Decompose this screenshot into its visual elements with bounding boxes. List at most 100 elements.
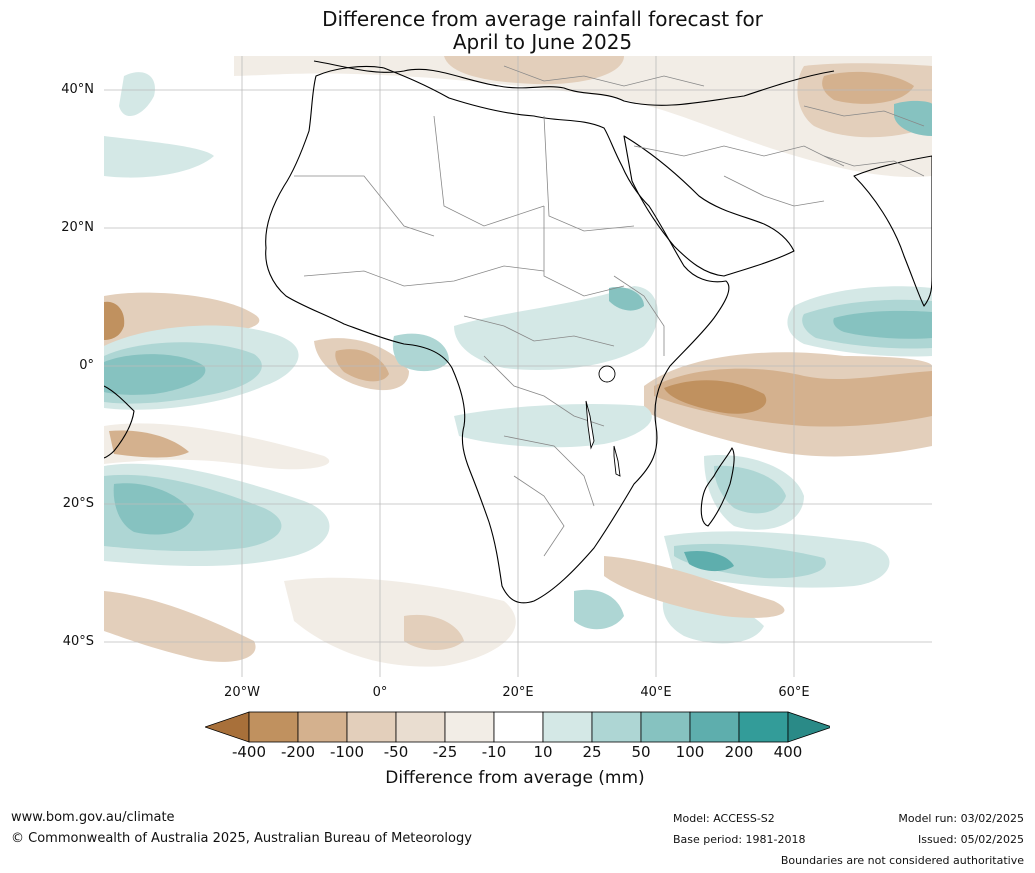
colorbar-tick-label: 50 [631, 743, 651, 761]
region-mediterranean-dry [234, 56, 932, 177]
colorbar-segment [248, 711, 299, 743]
border-europe-1 [503, 65, 705, 87]
border-east-1 [613, 275, 665, 356]
border-sahel-1 [303, 265, 545, 287]
colorbar-title: Difference from average (mm) [385, 768, 645, 788]
footer-model: Model: ACCESS-S2 [673, 812, 775, 825]
lat-label-20s: 20°S [62, 496, 94, 511]
colorbar-tick-label: -25 [432, 743, 458, 761]
region-gulf-guinea-dry-core [335, 349, 389, 382]
lat-label-0: 0° [79, 358, 94, 373]
border-central-1 [463, 315, 615, 347]
region-central-asia-wet [894, 100, 932, 136]
border-middle-east-2 [723, 175, 825, 207]
border-sahel-2 [543, 206, 625, 297]
lakes [585, 365, 621, 477]
colorbar-segment [346, 711, 397, 743]
lake-malawi [613, 445, 621, 477]
region-southern-dry-core [404, 614, 464, 651]
colorbar-segment [689, 711, 740, 743]
south-america-coastline [104, 385, 135, 459]
footer-copyright: © Commonwealth of Australia 2025, Austra… [11, 831, 472, 846]
region-north-atlantic-wet-2 [104, 136, 214, 178]
coastlines [104, 60, 932, 604]
colorbar-tick-label: 25 [582, 743, 602, 761]
lake-tanganyika [585, 400, 595, 450]
border-sahara-3 [543, 115, 635, 232]
footer-model-run: Model run: 03/02/2025 [898, 812, 1024, 825]
footer-base-period: Base period: 1981-2018 [673, 833, 806, 846]
lon-label-0: 0° [372, 685, 388, 700]
country-borders [294, 65, 925, 557]
region-southern-ocean-dry [104, 591, 256, 662]
madagascar-coastline [700, 447, 735, 527]
colorbar-segment [640, 711, 691, 743]
region-south-atlantic-dry-core [109, 430, 189, 458]
lon-label-40e: 40°E [640, 685, 672, 700]
border-sahara-1 [294, 175, 435, 237]
footer-disclaimer: Boundaries are not considered authoritat… [780, 854, 1024, 867]
lake-victoria [598, 365, 616, 383]
region-med-dry-core [444, 56, 624, 85]
colorbar-tick-label: -50 [383, 743, 409, 761]
lon-label-20w: 20°W [224, 685, 260, 700]
india-coastline [853, 155, 932, 307]
border-central-2 [483, 355, 605, 427]
colorbar [205, 711, 830, 743]
region-southern-atlantic-light [284, 577, 516, 667]
region-congo-wet-outer [454, 286, 658, 370]
graticule [104, 56, 932, 677]
region-south-atlantic-dry [104, 423, 330, 470]
colorbar-tick-label: 400 [773, 743, 803, 761]
title-line-2: April to June 2025 [452, 30, 633, 54]
colorbar-segment [591, 711, 642, 743]
colorbar-segment [444, 711, 495, 743]
rainfall-difference-map [104, 56, 932, 677]
border-middle-east-1 [633, 145, 845, 167]
lon-label-60e: 60°E [778, 685, 810, 700]
region-congo-wet-core [609, 286, 644, 311]
lat-label-40s: 40°S [62, 634, 94, 649]
colorbar-tick-label: -200 [280, 743, 316, 761]
border-asia-2 [823, 155, 925, 177]
colorbar-segment [395, 711, 446, 743]
europe-coastline [313, 60, 835, 106]
footer-issued: Issued: 05/02/2025 [917, 833, 1024, 846]
region-central-south-wet [454, 404, 652, 448]
region-south-atlantic-wet-core [113, 483, 194, 535]
region-north-indian-wet-core [833, 310, 932, 339]
lat-label-40n: 40°N [61, 82, 94, 97]
region-east-med-dry-core [822, 71, 914, 104]
title-line-1: Difference from average rainfall forecas… [322, 7, 763, 31]
colorbar-extend-high [787, 711, 830, 743]
arabian-peninsula-coastline [623, 135, 795, 277]
region-west-atlantic-dry-core [104, 301, 125, 340]
colorbar-tick-label: -100 [329, 743, 365, 761]
colorbar-tick-label: -400 [231, 743, 267, 761]
colorbar-tick-label: 200 [724, 743, 754, 761]
region-atlantic-wet-core [104, 354, 206, 395]
region-east-africa-dry-core [664, 380, 767, 414]
colorbar-tick-label: -10 [481, 743, 507, 761]
region-south-wet-patch [574, 589, 624, 630]
border-sahara-2 [433, 115, 545, 227]
border-south-2 [513, 475, 565, 557]
map-title: Difference from average rainfall forecas… [0, 8, 1035, 54]
region-south-indian-dry [604, 556, 785, 618]
colorbar-segment [542, 711, 593, 743]
border-asia-1 [803, 105, 925, 127]
colorbar-tick-label: 10 [533, 743, 553, 761]
africa-coastline [265, 65, 730, 604]
border-south-1 [503, 435, 595, 507]
colorbar-segment [738, 711, 789, 743]
colorbar-segment [297, 711, 348, 743]
colorbar-segment [493, 711, 544, 743]
region-north-atlantic-wet [119, 72, 155, 117]
colorbar-tick-label: 100 [675, 743, 705, 761]
lon-label-20e: 20°E [502, 685, 534, 700]
lat-label-20n: 20°N [61, 220, 94, 235]
region-south-indian-wet-core [684, 550, 734, 572]
colorbar-extend-low [205, 711, 250, 743]
region-congo-wet-mid [392, 333, 449, 372]
footer-site: www.bom.gov.au/climate [11, 810, 175, 825]
